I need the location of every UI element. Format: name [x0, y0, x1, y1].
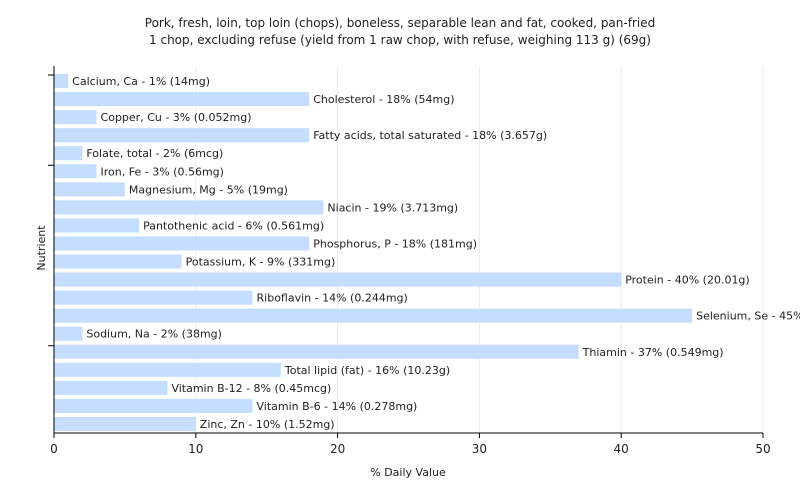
bar [54, 110, 97, 125]
x-tick-label: 50 [755, 442, 770, 456]
bar [54, 398, 253, 413]
bar-label: Thiamin - 37% (0.549mg) [582, 346, 724, 359]
x-tick-label: 30 [472, 442, 487, 456]
bar [54, 236, 310, 251]
axes [48, 66, 763, 434]
bar [54, 128, 310, 143]
bar-label: Fatty acids, total saturated - 18% (3.65… [313, 129, 547, 142]
chart-title-line-2: 1 chop, excluding refuse (yield from 1 r… [149, 33, 651, 47]
chart-title: Pork, fresh, loin, top loin (chops), bon… [145, 16, 655, 47]
bar-label: Magnesium, Mg - 5% (19mg) [129, 183, 288, 196]
bar-label: Phosphorus, P - 18% (181mg) [313, 237, 477, 250]
bar-label: Potassium, K - 9% (331mg) [186, 256, 336, 269]
bar-label: Sodium, Na - 2% (38mg) [86, 328, 222, 341]
bar [54, 200, 324, 215]
bar-label: Vitamin B-6 - 14% (0.278mg) [257, 400, 418, 413]
bar-label: Iron, Fe - 3% (0.56mg) [101, 165, 224, 178]
bar-label: Riboflavin - 14% (0.244mg) [257, 292, 408, 305]
bar-label: Vitamin B-12 - 8% (0.45mcg) [171, 382, 331, 395]
x-tick-label: 40 [614, 442, 629, 456]
bar [54, 362, 281, 377]
x-tick-label: 0 [50, 442, 58, 456]
bar [54, 308, 693, 323]
bar-label: Total lipid (fat) - 16% (10.23g) [284, 364, 450, 377]
bar [54, 272, 622, 287]
x-tick-label: 20 [330, 442, 345, 456]
x-tick-label: 10 [188, 442, 203, 456]
bar-label: Protein - 40% (20.01g) [625, 274, 750, 287]
bar [54, 73, 69, 89]
x-axis-ticks: 0 10 20 30 40 50 [50, 433, 771, 456]
bar-label: Selenium, Se - 45% (31.7mcg) [696, 310, 800, 323]
bar-label: Zinc, Zn - 10% (1.52mg) [200, 418, 335, 431]
bar [54, 416, 196, 432]
bar [54, 146, 83, 161]
bar [54, 344, 579, 359]
bar [54, 380, 168, 395]
bar [54, 290, 253, 305]
bar-label: Calcium, Ca - 1% (14mg) [72, 75, 210, 88]
bar [54, 92, 310, 107]
y-axis-label: Nutrient [35, 225, 48, 271]
bar-label: Folate, total - 2% (6mcg) [86, 147, 223, 160]
x-axis-label: % Daily Value [370, 466, 446, 479]
bar [54, 326, 83, 341]
bar-label: Pantothenic acid - 6% (0.561mg) [143, 219, 324, 232]
bar-label: Cholesterol - 18% (54mg) [313, 93, 454, 106]
bars: Calcium, Ca - 1% (14mg) Cholesterol - 18%… [54, 73, 800, 432]
bar [54, 182, 125, 197]
bar [54, 218, 140, 233]
bar [54, 254, 182, 269]
bar-label: Niacin - 19% (3.713mg) [327, 201, 458, 214]
bar-label: Copper, Cu - 3% (0.052mg) [101, 111, 252, 124]
chart-title-line-1: Pork, fresh, loin, top loin (chops), bon… [145, 16, 655, 30]
bar [54, 164, 97, 179]
